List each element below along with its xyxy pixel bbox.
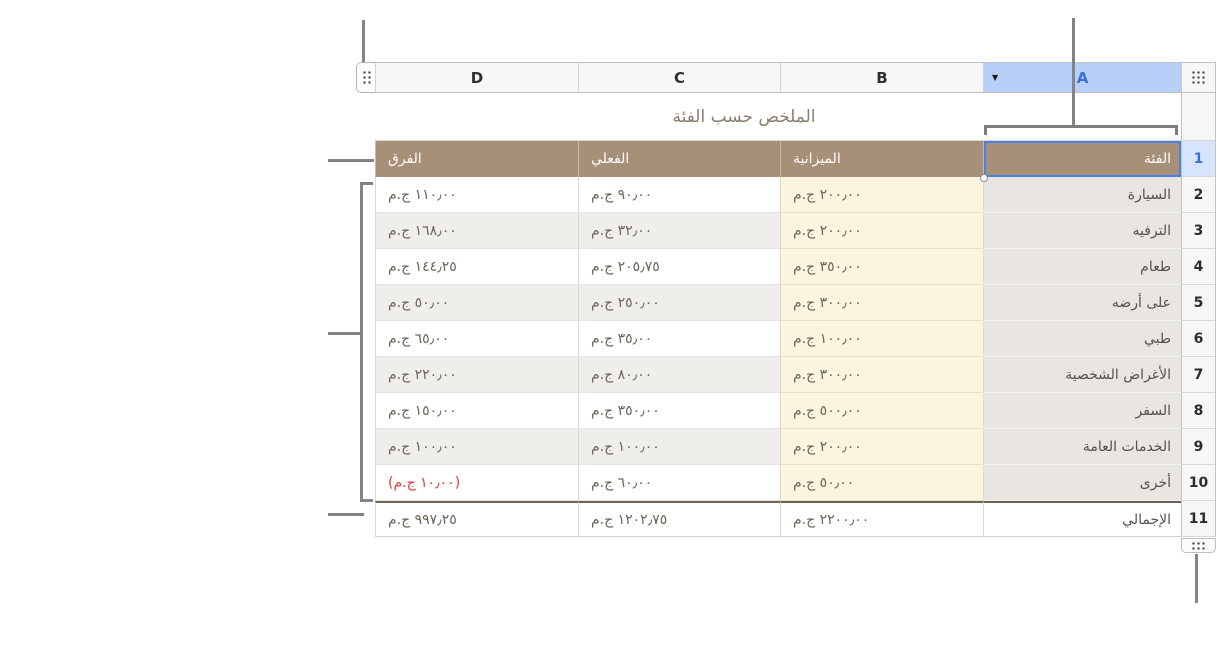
difference-cell[interactable]: ١١٠٫٠٠ ج.م xyxy=(375,177,578,213)
difference-cell[interactable]: ٢٢٠٫٠٠ ج.م xyxy=(375,357,578,393)
row-header-2[interactable]: 2 xyxy=(1181,177,1215,213)
callout-line-to-total-row xyxy=(328,513,364,516)
column-header-B[interactable]: B xyxy=(780,63,983,93)
category-cell[interactable]: السفر xyxy=(983,393,1181,429)
actual-cell[interactable]: ١٠٠٫٠٠ ج.م xyxy=(578,429,780,465)
row-header-4[interactable]: 4 xyxy=(1181,249,1215,285)
add-row-handle[interactable] xyxy=(1181,538,1216,553)
actual-cell[interactable]: ٣٥٠٫٠٠ ج.م xyxy=(578,393,780,429)
budget-cell[interactable]: ٢٠٠٫٠٠ ج.م xyxy=(780,177,983,213)
callout-bracket-data-rows xyxy=(360,182,373,502)
budget-cell[interactable]: ٣٠٠٫٠٠ ج.م xyxy=(780,357,983,393)
actual-header-cell[interactable]: الفعلي xyxy=(578,141,780,177)
total-difference-cell[interactable]: ٩٩٧٫٢٥ ج.م xyxy=(375,501,578,537)
actual-cell[interactable]: ٢٥٠٫٠٠ ج.م xyxy=(578,285,780,321)
table-title-cell[interactable]: الملخص حسب الفئة xyxy=(375,93,1181,141)
row-header-6[interactable]: 6 xyxy=(1181,321,1215,357)
budget-cell[interactable]: ٢٠٠٫٠٠ ج.م xyxy=(780,213,983,249)
row-header-11[interactable]: 11 xyxy=(1181,501,1215,537)
difference-cell[interactable]: ١٥٠٫٠٠ ج.م xyxy=(375,393,578,429)
difference-cell[interactable]: ٦٥٫٠٠ ج.م xyxy=(375,321,578,357)
callout-line-to-header-row xyxy=(328,159,374,162)
budget-cell[interactable]: ٢٠٠٫٠٠ ج.م xyxy=(780,429,983,465)
total-label-cell[interactable]: الإجمالي xyxy=(983,501,1181,537)
column-header-A[interactable]: ▼ A xyxy=(983,63,1181,93)
difference-cell[interactable]: ١٤٤٫٢٥ ج.م xyxy=(375,249,578,285)
category-header-label: الفئة xyxy=(1144,151,1171,167)
category-cell[interactable]: الخدمات العامة xyxy=(983,429,1181,465)
actual-cell[interactable]: ٨٠٫٠٠ ج.م xyxy=(578,357,780,393)
column-letter: A xyxy=(1076,68,1089,87)
column-letter: B xyxy=(876,68,888,87)
column-header-C[interactable]: C xyxy=(578,63,780,93)
total-actual-cell[interactable]: ١٢٠٢٫٧٥ ج.م xyxy=(578,501,780,537)
column-menu-icon[interactable]: ▼ xyxy=(992,72,999,82)
column-letter: D xyxy=(470,68,484,87)
difference-cell-negative[interactable]: (١٠٫٠٠ ج.م) xyxy=(375,465,578,501)
actual-cell[interactable]: ٦٠٫٠٠ ج.م xyxy=(578,465,780,501)
category-cell[interactable]: الأغراض الشخصية xyxy=(983,357,1181,393)
category-cell[interactable]: طبي xyxy=(983,321,1181,357)
total-budget-cell[interactable]: ٢٢٠٠٫٠٠ ج.م xyxy=(780,501,983,537)
row-header-1[interactable]: 1 xyxy=(1181,141,1215,177)
row-header-3[interactable]: 3 xyxy=(1181,213,1215,249)
difference-cell[interactable]: ١٠٠٫٠٠ ج.م xyxy=(375,429,578,465)
row-header-gutter xyxy=(1181,93,1215,141)
table-move-handle[interactable] xyxy=(356,62,376,93)
actual-cell[interactable]: ٣٢٫٠٠ ج.م xyxy=(578,213,780,249)
budget-cell[interactable]: ٥٠٫٠٠ ج.م xyxy=(780,465,983,501)
budget-cell[interactable]: ٣٠٠٫٠٠ ج.م xyxy=(780,285,983,321)
row-header-5[interactable]: 5 xyxy=(1181,285,1215,321)
column-letter: C xyxy=(674,68,686,87)
category-cell[interactable]: السيارة xyxy=(983,177,1181,213)
difference-cell[interactable]: ١٦٨٫٠٠ ج.م xyxy=(375,213,578,249)
category-header-cell[interactable]: الفئة xyxy=(980,141,1181,182)
move-handle-icon xyxy=(361,70,372,85)
budget-cell[interactable]: ٥٠٠٫٠٠ ج.م xyxy=(780,393,983,429)
callout-bracket-selected-cell xyxy=(984,125,1178,135)
row-header-8[interactable]: 8 xyxy=(1181,393,1215,429)
actual-cell[interactable]: ٢٠٥٫٧٥ ج.م xyxy=(578,249,780,285)
row-header-10[interactable]: 10 xyxy=(1181,465,1215,501)
add-row-handle-icon xyxy=(1191,540,1206,551)
callout-line-to-move-handle xyxy=(362,20,365,62)
actual-cell[interactable]: ٩٠٫٠٠ ج.م xyxy=(578,177,780,213)
budget-cell[interactable]: ١٠٠٫٠٠ ج.م xyxy=(780,321,983,357)
row-header-7[interactable]: 7 xyxy=(1181,357,1215,393)
category-cell[interactable]: الترفيه xyxy=(983,213,1181,249)
callout-line-to-data-rows xyxy=(328,332,360,335)
selection-fill-handle[interactable] xyxy=(980,174,988,182)
callout-line-to-add-row-handle xyxy=(1195,554,1198,603)
difference-cell[interactable]: ٥٠٫٠٠ ج.م xyxy=(375,285,578,321)
difference-header-cell[interactable]: الفرق xyxy=(375,141,578,177)
table-title: الملخص حسب الفئة xyxy=(672,106,816,127)
budget-summary-table: ▼ A B C D الملخص حسب الفئة 1 الفئة الميز… xyxy=(375,62,1216,537)
row-header-9[interactable]: 9 xyxy=(1181,429,1215,465)
table-corner-handle[interactable] xyxy=(1181,63,1215,93)
budget-header-cell[interactable]: الميزانية xyxy=(780,141,983,177)
category-cell[interactable]: أخرى xyxy=(983,465,1181,501)
column-header-D[interactable]: D xyxy=(375,63,578,93)
table-handle-icon xyxy=(1191,70,1206,85)
category-cell[interactable]: طعام xyxy=(983,249,1181,285)
category-cell[interactable]: على أرضه xyxy=(983,285,1181,321)
callout-line-to-selected-cell xyxy=(1072,18,1075,125)
budget-cell[interactable]: ٣٥٠٫٠٠ ج.م xyxy=(780,249,983,285)
actual-cell[interactable]: ٣٥٫٠٠ ج.م xyxy=(578,321,780,357)
